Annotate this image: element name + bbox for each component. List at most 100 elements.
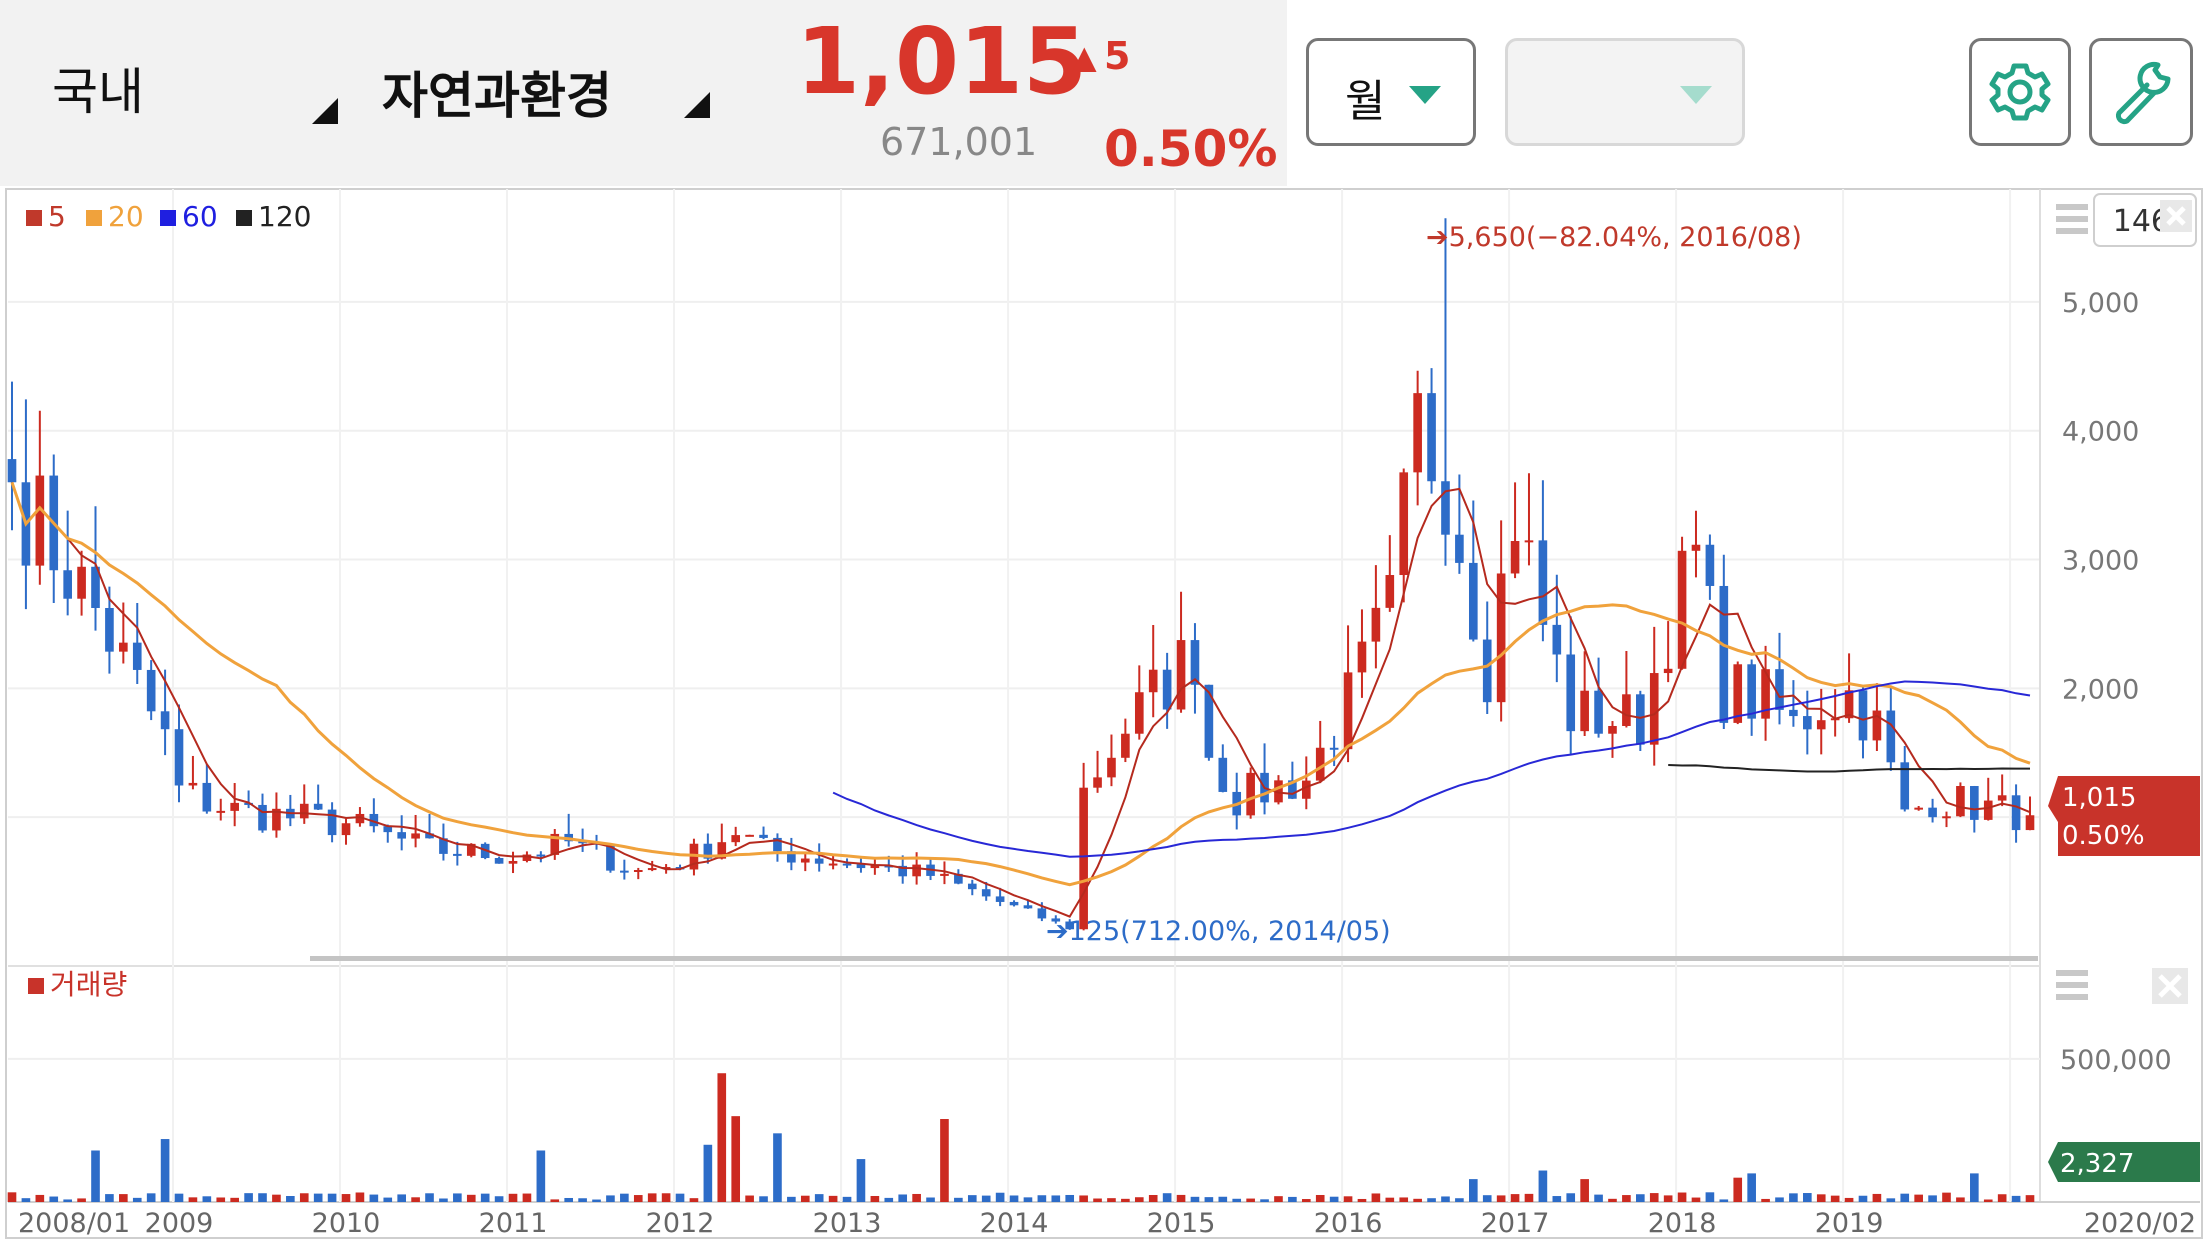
high-annotation: ➔5,650(−82.04%, 2016/08)	[1426, 222, 1802, 253]
volume-bar	[1218, 1196, 1228, 1202]
chart-scrollbar[interactable]	[310, 956, 2038, 961]
stock-dropdown-icon[interactable]	[684, 92, 710, 118]
time-tick-label: 2011	[479, 1208, 548, 1239]
volume-legend-label: 거래량	[50, 968, 127, 1001]
volume-bar	[1816, 1194, 1826, 1202]
candle-body	[1997, 795, 2007, 801]
candle-body	[1928, 807, 1937, 818]
candle-body	[1134, 692, 1144, 734]
volume-bar	[564, 1197, 574, 1202]
volume-bar	[1343, 1196, 1353, 1202]
volume-bar	[1162, 1193, 1172, 1202]
candle-body	[717, 842, 727, 859]
candle-body	[1983, 800, 1993, 820]
candle-body	[146, 669, 156, 712]
volume-bars	[7, 1073, 2035, 1202]
volume-bar	[119, 1194, 128, 1202]
volume-bar	[800, 1195, 810, 1202]
volume-bar	[480, 1193, 490, 1202]
candle-body	[1204, 684, 1214, 758]
candle-body	[1663, 668, 1673, 674]
volume-bar	[773, 1133, 782, 1202]
volume-bar	[1900, 1193, 1910, 1202]
period-dropdown-icon	[1409, 86, 1441, 104]
volume-bar	[522, 1193, 532, 1202]
ma-line-20	[10, 481, 2031, 887]
volume-bar	[759, 1196, 768, 1202]
volume-bar	[1329, 1196, 1339, 1202]
volume-bar	[981, 1195, 991, 1202]
volume-tick-label: 500,000	[2060, 1045, 2172, 1076]
time-axis: 2008/01 2009 2010 2011 2012 2013 2014 2015 2016 2…	[18, 1208, 2196, 1239]
volume-bar	[1747, 1173, 1756, 1202]
volume-bar	[828, 1195, 838, 1202]
settings-button[interactable]	[1969, 38, 2071, 146]
candle-body	[63, 570, 72, 599]
candle-body	[995, 896, 1005, 902]
price-close-icon[interactable]	[2160, 200, 2192, 232]
market-select[interactable]: 국내	[52, 63, 144, 121]
market-dropdown-icon[interactable]	[312, 98, 338, 124]
candle-body	[35, 475, 45, 566]
candle-body	[425, 833, 434, 839]
candle-body	[1482, 639, 1492, 703]
volume-bar	[1803, 1193, 1812, 1202]
candle-body	[1803, 716, 1812, 730]
candle-body	[578, 841, 587, 844]
volume-bar	[633, 1195, 643, 1202]
time-tick-label: 2019	[1815, 1208, 1884, 1239]
chart-grid	[8, 189, 2200, 1203]
svg-text:0.50%: 0.50%	[2062, 821, 2145, 851]
volume-bar	[355, 1192, 365, 1202]
candle-body	[174, 729, 184, 786]
volume-bar	[1914, 1194, 1923, 1202]
volume-bar	[745, 1195, 754, 1202]
candle-body	[91, 566, 100, 608]
volume-bar	[1789, 1193, 1798, 1202]
volume-bar	[1608, 1198, 1617, 1202]
period-select[interactable]: 월	[1306, 38, 1476, 146]
volume-bar	[1636, 1194, 1645, 1202]
candle-body	[1357, 641, 1367, 673]
candle-body	[759, 834, 768, 838]
candle-body	[773, 837, 782, 852]
volume-bar	[1524, 1193, 1534, 1202]
candle-body	[1761, 669, 1770, 719]
candle-body	[1942, 816, 1951, 819]
indicator-select[interactable]	[1505, 38, 1745, 146]
volume-bar	[341, 1194, 351, 1202]
volume-bar	[1204, 1197, 1214, 1202]
candle-body	[1552, 624, 1562, 655]
candle-body	[508, 860, 518, 864]
volume-bar	[1830, 1195, 1840, 1202]
tools-button[interactable]	[2089, 38, 2193, 146]
candle-body	[1176, 640, 1186, 710]
candle-body	[160, 711, 170, 730]
volume-badge: 2,327	[2048, 1142, 2200, 1182]
stock-name-select[interactable]: 자연과환경	[382, 67, 612, 125]
ma-line-120	[1668, 764, 2030, 773]
volume-bar	[731, 1116, 741, 1202]
volume-bar	[592, 1199, 601, 1202]
volume-close-icon[interactable]	[2152, 968, 2188, 1004]
volume-bar	[1413, 1198, 1422, 1202]
candle-body	[1649, 673, 1659, 745]
volume-bar	[299, 1193, 309, 1202]
volume-axis: 500,000	[2060, 1045, 2172, 1076]
volume-bar	[1663, 1195, 1673, 1202]
candle-body	[1079, 787, 1088, 930]
volume-bar	[1246, 1198, 1255, 1202]
volume-bar	[536, 1150, 546, 1202]
candle-body	[1190, 640, 1200, 685]
volume-menu-icon[interactable]	[2056, 970, 2088, 1000]
volume-bar	[244, 1193, 253, 1202]
candle-body	[7, 459, 17, 483]
candle-body	[1496, 573, 1506, 703]
candle-body	[119, 642, 128, 652]
ma-line-60	[832, 680, 2031, 858]
volume-bar	[1761, 1198, 1770, 1202]
volume-bar	[1956, 1197, 1965, 1202]
price-menu-icon[interactable]	[2056, 204, 2088, 234]
gear-icon	[1989, 63, 2051, 121]
